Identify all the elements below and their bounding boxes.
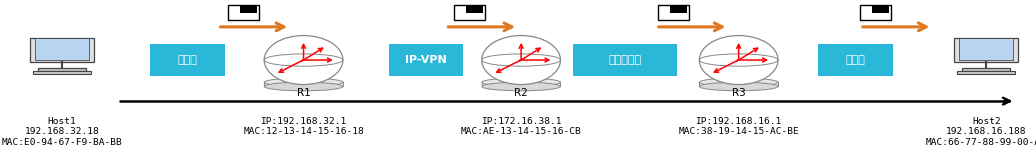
Ellipse shape (264, 82, 343, 91)
Text: Host2
192.168.16.188
MAC:66-77-88-99-00-AA: Host2 192.168.16.188 MAC:66-77-88-99-00-… (926, 117, 1036, 147)
Text: IP-VPN: IP-VPN (405, 55, 447, 65)
FancyBboxPatch shape (954, 38, 1018, 62)
Ellipse shape (264, 36, 343, 85)
Ellipse shape (699, 78, 778, 87)
FancyBboxPatch shape (959, 38, 1013, 60)
Ellipse shape (264, 78, 343, 87)
Text: R3: R3 (731, 88, 746, 98)
FancyBboxPatch shape (454, 5, 485, 20)
Ellipse shape (699, 82, 778, 91)
Text: Host1
192.168.32.18
MAC:E0-94-67-F9-BA-BB: Host1 192.168.32.18 MAC:E0-94-67-F9-BA-B… (2, 117, 122, 147)
FancyBboxPatch shape (670, 6, 688, 13)
FancyBboxPatch shape (872, 6, 889, 13)
FancyBboxPatch shape (860, 5, 891, 20)
Ellipse shape (699, 36, 778, 85)
FancyBboxPatch shape (962, 68, 1010, 71)
Text: 以太网: 以太网 (177, 55, 198, 65)
FancyBboxPatch shape (33, 71, 91, 74)
FancyBboxPatch shape (957, 71, 1015, 74)
FancyBboxPatch shape (35, 38, 89, 60)
FancyBboxPatch shape (228, 5, 259, 20)
FancyBboxPatch shape (658, 5, 689, 20)
FancyBboxPatch shape (466, 6, 483, 13)
Text: 千兆以太网: 千兆以太网 (608, 55, 641, 65)
FancyBboxPatch shape (388, 44, 463, 76)
Text: R1: R1 (296, 88, 311, 98)
FancyBboxPatch shape (573, 44, 677, 76)
Ellipse shape (482, 82, 560, 91)
Ellipse shape (482, 78, 560, 87)
Text: R2: R2 (514, 88, 528, 98)
Text: 以太网: 以太网 (845, 55, 866, 65)
FancyBboxPatch shape (240, 6, 258, 13)
FancyBboxPatch shape (818, 44, 893, 76)
Ellipse shape (482, 36, 560, 85)
FancyBboxPatch shape (30, 38, 94, 62)
Text: IP:192.168.16.1
MAC:38-19-14-15-AC-BE: IP:192.168.16.1 MAC:38-19-14-15-AC-BE (679, 117, 799, 136)
FancyBboxPatch shape (150, 44, 225, 76)
Text: IP:172.16.38.1
MAC:AE-13-14-15-16-CB: IP:172.16.38.1 MAC:AE-13-14-15-16-CB (461, 117, 581, 136)
FancyBboxPatch shape (38, 68, 86, 71)
Text: IP:192.168.32.1
MAC:12-13-14-15-16-18: IP:192.168.32.1 MAC:12-13-14-15-16-18 (243, 117, 364, 136)
